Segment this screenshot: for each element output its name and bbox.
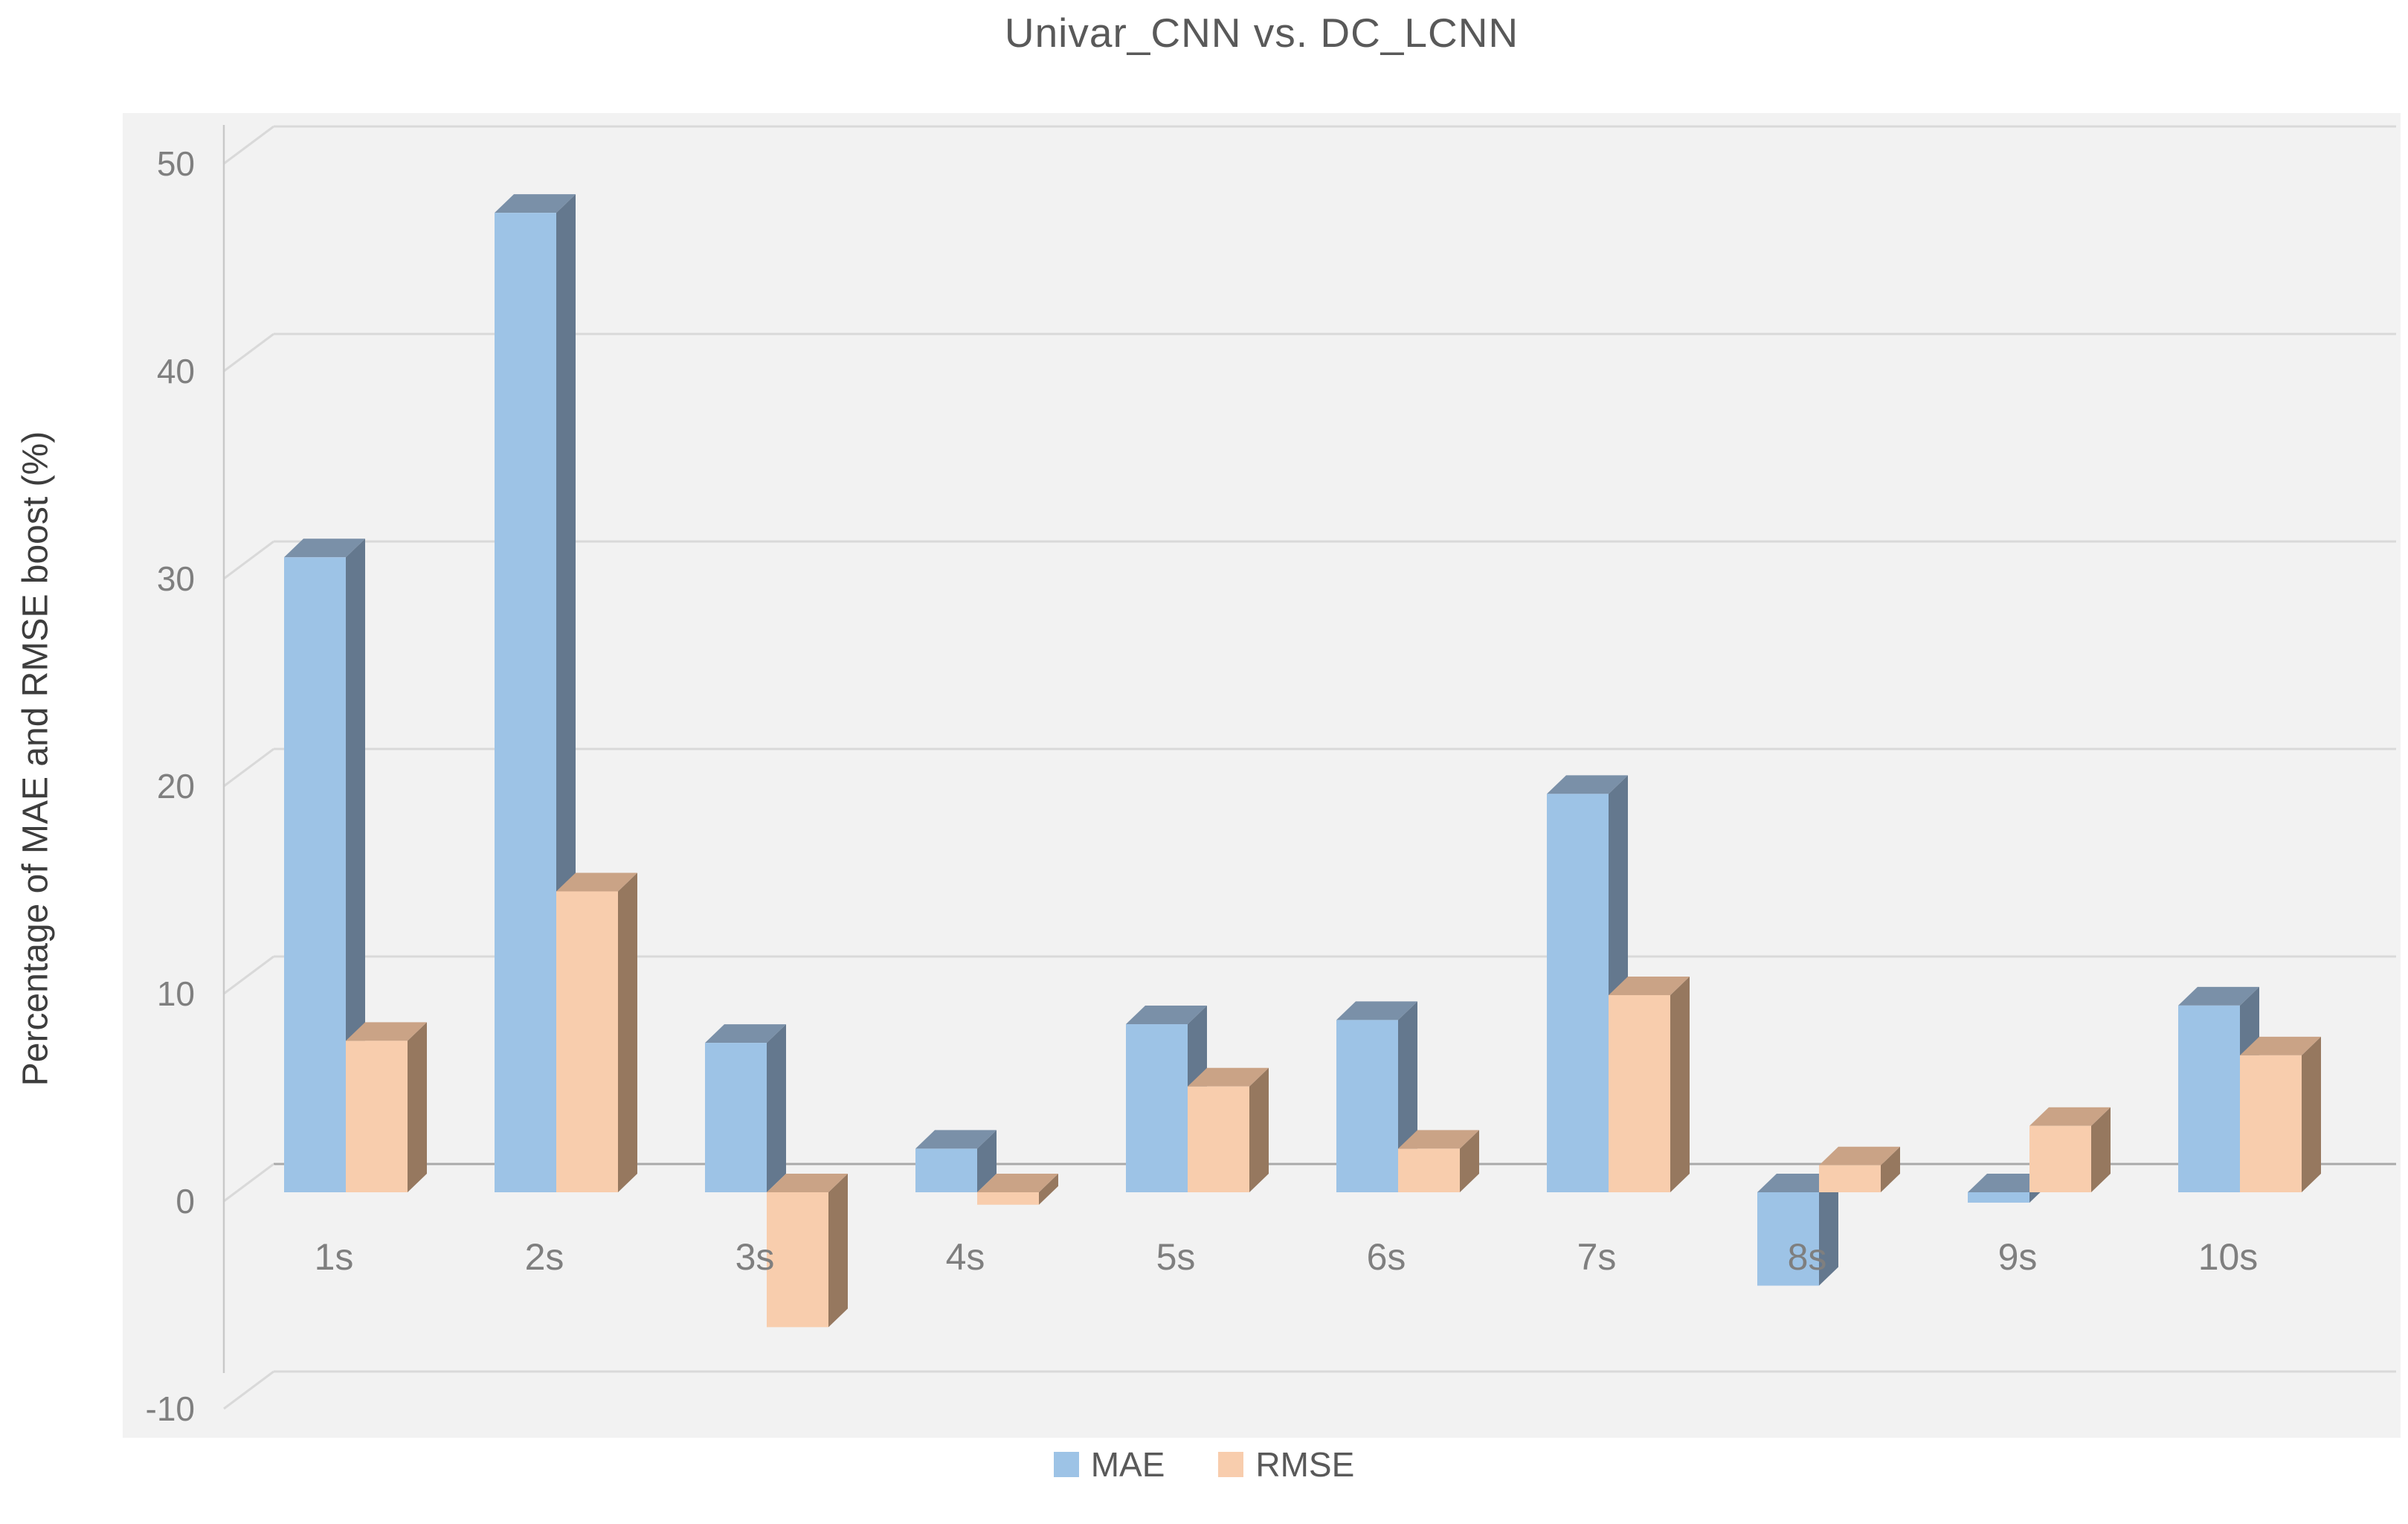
x-category-label-1s: 1s — [315, 1236, 354, 1278]
bar-mae-7s — [1547, 794, 1609, 1192]
bar-rmse-6s — [1398, 1148, 1460, 1192]
bar-side-rmse-1s — [408, 1022, 427, 1192]
grid-diagonal-50 — [223, 125, 274, 165]
bar-mae-10s — [2178, 1005, 2240, 1192]
bar-mae-2s — [495, 213, 556, 1192]
bar-rmse-2s — [556, 891, 618, 1192]
bar-side-rmse-5s — [1249, 1067, 1269, 1192]
bar-side-rmse-6s — [1460, 1130, 1479, 1192]
bar-top-rmse-4s — [977, 1174, 1058, 1192]
bar-rmse-1s — [346, 1041, 408, 1192]
x-category-label-7s: 7s — [1577, 1236, 1617, 1278]
bar-side-rmse-8s — [1881, 1146, 1900, 1192]
bar-top-rmse-2s — [556, 872, 637, 892]
bar-top-mae-9s — [1968, 1174, 2049, 1192]
grid-diagonal-20 — [223, 747, 274, 788]
bar-mae-8s — [1757, 1192, 1819, 1286]
bar-rmse-5s — [1188, 1086, 1249, 1192]
bar-rmse-8s — [1819, 1165, 1881, 1192]
legend-label-mae: MAE — [1090, 1445, 1165, 1484]
grid-diagonal-40 — [223, 332, 274, 373]
legend-label-rmse: RMSE — [1255, 1445, 1355, 1484]
bar-top-rmse-3s — [767, 1174, 848, 1192]
bar-top-mae-5s — [1126, 1006, 1207, 1025]
bar-top-mae-6s — [1336, 1001, 1417, 1020]
bar-mae-6s — [1336, 1020, 1398, 1192]
x-category-label-3s: 3s — [735, 1236, 775, 1278]
bar-top-rmse-8s — [1819, 1146, 1900, 1165]
bar-top-rmse-6s — [1398, 1130, 1479, 1149]
bar-top-rmse-7s — [1609, 976, 1690, 995]
y-tick-label-20: 20 — [157, 767, 195, 806]
bar-side-rmse-9s — [2091, 1107, 2111, 1192]
y-tick-label-40: 40 — [157, 352, 195, 390]
bar-side-rmse-3s — [828, 1174, 848, 1328]
bar-top-mae-3s — [705, 1024, 786, 1044]
bar-top-mae-4s — [915, 1130, 997, 1149]
grid-diagonal-10 — [223, 955, 274, 995]
bar-rmse-7s — [1609, 994, 1670, 1192]
plot-background — [123, 113, 2401, 1438]
legend: MAE RMSE — [0, 1444, 2408, 1485]
grid-diagonal-30 — [223, 540, 274, 580]
grid-diagonal-0 — [223, 1163, 274, 1203]
bar-rmse-9s — [2029, 1125, 2091, 1192]
legend-item-rmse: RMSE — [1218, 1444, 1354, 1485]
grid-diagonal--10 — [223, 1370, 274, 1410]
bar-side-mae-4s — [977, 1130, 997, 1192]
bar-top-mae-2s — [495, 194, 576, 213]
chart-title: Univar_CNN vs. DC_LCNN — [1004, 10, 1519, 56]
y-tick-label--10: -10 — [146, 1389, 195, 1428]
bar-top-rmse-10s — [2240, 1036, 2321, 1055]
x-category-label-10s: 10s — [2198, 1236, 2259, 1278]
x-category-label-5s: 5s — [1156, 1236, 1196, 1278]
bar-mae-5s — [1126, 1024, 1188, 1192]
bar-mae-9s — [1968, 1192, 2029, 1203]
bar-side-mae-3s — [767, 1024, 786, 1192]
bar-top-mae-1s — [284, 538, 365, 558]
bar-top-rmse-5s — [1188, 1067, 1269, 1087]
bar-side-rmse-4s — [1039, 1174, 1058, 1205]
legend-item-mae: MAE — [1053, 1444, 1165, 1485]
x-category-label-8s: 8s — [1788, 1236, 1827, 1278]
bar-top-rmse-9s — [2029, 1107, 2111, 1126]
bar-top-rmse-1s — [346, 1022, 427, 1041]
x-category-label-4s: 4s — [946, 1236, 985, 1278]
bar-side-rmse-10s — [2302, 1036, 2321, 1192]
y-tick-label-0: 0 — [176, 1182, 195, 1221]
bar-top-mae-8s — [1757, 1174, 1838, 1192]
bar-mae-4s — [915, 1148, 977, 1192]
bar-mae-1s — [284, 557, 346, 1192]
bar-rmse-4s — [977, 1192, 1039, 1205]
y-tick-label-10: 10 — [157, 974, 195, 1013]
x-category-label-6s: 6s — [1367, 1236, 1406, 1278]
bar-rmse-10s — [2240, 1055, 2302, 1192]
y-tick-label-30: 30 — [157, 559, 195, 598]
bar-top-mae-7s — [1547, 775, 1628, 794]
bar-side-mae-8s — [1819, 1174, 1838, 1286]
bar-mae-3s — [705, 1043, 767, 1192]
x-category-label-9s: 9s — [1998, 1236, 2038, 1278]
legend-swatch-rmse-icon — [1218, 1452, 1244, 1477]
bar-rmse-3s — [767, 1192, 828, 1328]
bar-top-mae-10s — [2178, 986, 2259, 1006]
legend-swatch-mae-icon — [1053, 1452, 1079, 1477]
bar-side-rmse-7s — [1670, 976, 1690, 1192]
y-tick-label-50: 50 — [157, 144, 195, 183]
bar-side-rmse-2s — [618, 872, 637, 1192]
x-category-label-2s: 2s — [525, 1236, 564, 1278]
